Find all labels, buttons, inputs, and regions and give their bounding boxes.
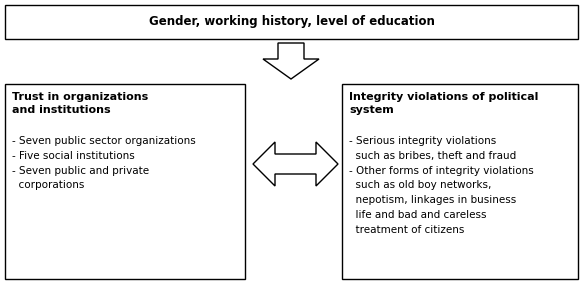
Text: Gender, working history, level of education: Gender, working history, level of educat… — [149, 16, 434, 28]
Text: Integrity violations of political
system: Integrity violations of political system — [349, 92, 538, 115]
FancyBboxPatch shape — [5, 5, 578, 39]
Polygon shape — [253, 142, 338, 186]
Text: - Serious integrity violations
  such as bribes, theft and fraud
- Other forms o: - Serious integrity violations such as b… — [349, 136, 534, 235]
Text: - Seven public sector organizations
- Five social institutions
- Seven public an: - Seven public sector organizations - Fi… — [12, 136, 196, 190]
Polygon shape — [263, 43, 319, 79]
FancyBboxPatch shape — [342, 84, 578, 279]
FancyBboxPatch shape — [5, 84, 245, 279]
Text: Trust in organizations
and institutions: Trust in organizations and institutions — [12, 92, 148, 115]
